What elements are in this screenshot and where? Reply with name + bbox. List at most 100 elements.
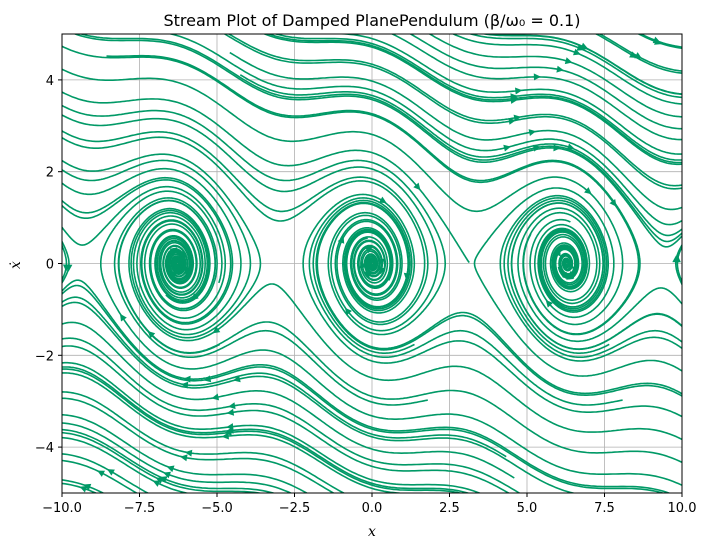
stream-arrow (163, 471, 171, 479)
stream-arrow (180, 454, 188, 462)
stream-arrow (233, 375, 241, 383)
streamline (62, 397, 335, 493)
chart-title: Stream Plot of Damped PlanePendulum (β/ω… (163, 11, 580, 30)
stream-arrow (580, 43, 589, 50)
streamline (62, 482, 98, 493)
x-tick-label: −10.0 (42, 501, 82, 516)
y-tick-label: 4 (46, 74, 54, 89)
streamline (62, 431, 264, 493)
streamline (62, 91, 470, 264)
streamline (62, 279, 672, 493)
stream-arrow (166, 465, 175, 473)
stream-arrow (221, 432, 229, 440)
stream-arrow (553, 144, 561, 152)
stream-arrow (191, 293, 199, 301)
streamline (78, 34, 682, 243)
stream-arrow (168, 248, 176, 256)
stream-arrow (609, 199, 617, 207)
streamline (310, 34, 682, 155)
x-tick-label: −7.5 (124, 501, 156, 516)
stream-arrow (211, 393, 220, 401)
stream-arrow (573, 48, 581, 56)
streamline (128, 207, 682, 441)
streamline (639, 34, 682, 48)
y-tick-label: 2 (46, 166, 54, 181)
stream-arrow (533, 73, 541, 81)
streamline (302, 193, 682, 418)
stream-arrow (120, 313, 127, 322)
streamline (72, 34, 682, 248)
streamline (62, 413, 309, 493)
stream-arrow (554, 248, 561, 257)
stream-arrow (515, 87, 523, 95)
y-axis-label: ẋ (8, 261, 24, 269)
x-tick-label: 2.5 (439, 501, 460, 516)
y-tick-label: −4 (35, 441, 54, 456)
streamline (62, 337, 521, 493)
streamline (482, 34, 682, 95)
y-axis-ticks: −4 −2 0 2 4 (35, 74, 62, 456)
stream-arrow (545, 300, 553, 308)
stream-arrow (503, 144, 511, 152)
streamline (239, 74, 682, 237)
streamline (227, 34, 682, 187)
x-tick-label: 10.0 (668, 501, 697, 516)
streamline (117, 199, 221, 354)
stream-arrow (169, 271, 178, 279)
streamline (62, 136, 426, 323)
stream-arrow (567, 143, 575, 151)
stream-arrow (183, 375, 191, 383)
stream-arrow (147, 331, 156, 339)
stream-arrow (571, 266, 579, 274)
streamline (229, 51, 682, 211)
streamline (273, 34, 682, 161)
stream-arrow (97, 470, 105, 477)
stream-arrow (184, 449, 193, 457)
streamline (62, 459, 139, 493)
stream-arrow (377, 258, 385, 266)
streamline (62, 243, 68, 282)
y-tick-label: 0 (46, 258, 54, 273)
stream-arrow (673, 255, 681, 263)
stream-arrow (228, 402, 236, 410)
stream-arrow (337, 236, 345, 244)
stream-arrow (508, 117, 516, 125)
x-tick-label: 0.0 (362, 501, 383, 516)
streamline (62, 68, 624, 326)
stream-arrow (652, 36, 661, 44)
stream-arrow (178, 249, 186, 258)
x-axis-ticks: −10.0 −7.5 −5.0 −2.5 0.0 2.5 5.0 7.5 10.0 (42, 493, 696, 516)
stream-arrow (510, 93, 518, 101)
y-tick-label: −2 (35, 349, 54, 364)
stream-arrow (359, 261, 367, 269)
stream-arrow (556, 65, 564, 73)
streamline (676, 245, 682, 284)
streamline (62, 479, 105, 493)
stream-arrow (183, 267, 191, 275)
stream-arrow (584, 187, 592, 195)
streamline (167, 34, 682, 226)
stream-arrow (528, 129, 537, 136)
stream-arrow (165, 256, 173, 264)
stream-arrow (203, 375, 212, 383)
stream-arrow (155, 477, 164, 484)
stream-arrow (226, 423, 234, 430)
stream-arrow (83, 483, 92, 491)
streamline (100, 190, 682, 487)
x-tick-label: −2.5 (279, 501, 311, 516)
stream-arrow (378, 267, 386, 275)
streamline (62, 130, 429, 326)
stream-arrow (152, 480, 161, 487)
streamline (62, 361, 482, 493)
stream-arrow (378, 196, 387, 204)
stream-arrow (181, 381, 189, 389)
streamline (223, 34, 682, 190)
streamline (510, 202, 682, 351)
x-tick-label: −5.0 (201, 501, 233, 516)
streamline (62, 428, 276, 493)
stream-arrow (403, 272, 411, 281)
stream-arrow (629, 51, 637, 58)
stream-arrow (365, 246, 373, 254)
x-tick-label: 7.5 (594, 501, 615, 516)
